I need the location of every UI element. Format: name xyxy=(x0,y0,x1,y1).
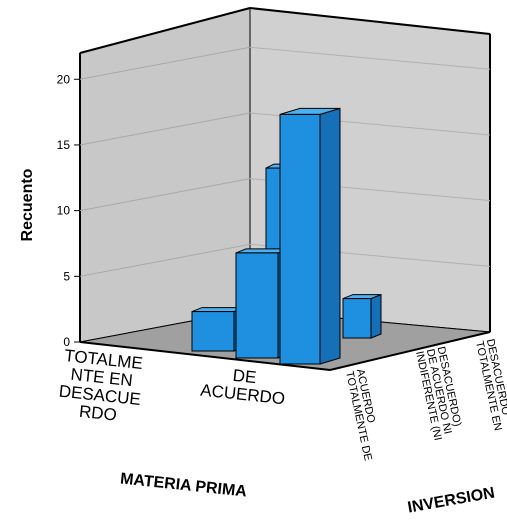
bar-de-acuerdo-totalmente-en-desacuerdo-back xyxy=(342,293,382,339)
y-tick-label: 10 xyxy=(57,204,71,218)
x-category-label: TOTALMENTE ENDESACUERDO xyxy=(56,346,145,427)
depth-category-label: TOTALMENTE DEACUERDO xyxy=(343,368,384,462)
gridline xyxy=(249,46,491,70)
gridline xyxy=(79,243,251,277)
gridline xyxy=(79,178,251,212)
bars xyxy=(191,107,382,365)
y-axis-ticks: 0 5 10 15 20 xyxy=(57,72,80,349)
back-wall-left xyxy=(79,7,251,343)
y-tick-label: 20 xyxy=(57,72,71,86)
x-category-label: DEACUERDO xyxy=(199,363,287,409)
bar-totalmente-en-desacuerdo-totalmente-de-acuerdo-front xyxy=(191,311,235,352)
bar-de-acuerdo-totalmente-de-acuerdo-front xyxy=(235,252,279,359)
bar-de-acuerdo-totalmente-en-desacuerdo xyxy=(279,107,341,365)
bar-de-acuerdo-totalmente-en-desacuerdo-front xyxy=(279,113,321,365)
z-axis-label: INVERSION xyxy=(406,485,496,517)
y-tick-label: 5 xyxy=(63,269,70,283)
depth-category-label: TOTALMENTE ENDESACUERDO xyxy=(473,338,507,432)
y-tick-label: 15 xyxy=(57,138,71,152)
x-axis-label: MATERIA PRIMA xyxy=(119,470,248,500)
y-axis-label: Recuento xyxy=(19,168,36,241)
depth-category-label: INDIFERENTE (NIDE ACUERDO NIDESACUERDO) xyxy=(413,346,465,442)
bar-de-acuerdo-totalmente-en-desacuerdo-back-side xyxy=(370,293,382,339)
y-tick-label: 0 xyxy=(63,335,70,349)
gridline xyxy=(79,112,251,146)
bar-de-acuerdo-totalmente-en-desacuerdo-side xyxy=(319,107,341,365)
gridline xyxy=(79,46,251,80)
bar-de-acuerdo-totalmente-en-desacuerdo-back-front xyxy=(342,298,372,339)
